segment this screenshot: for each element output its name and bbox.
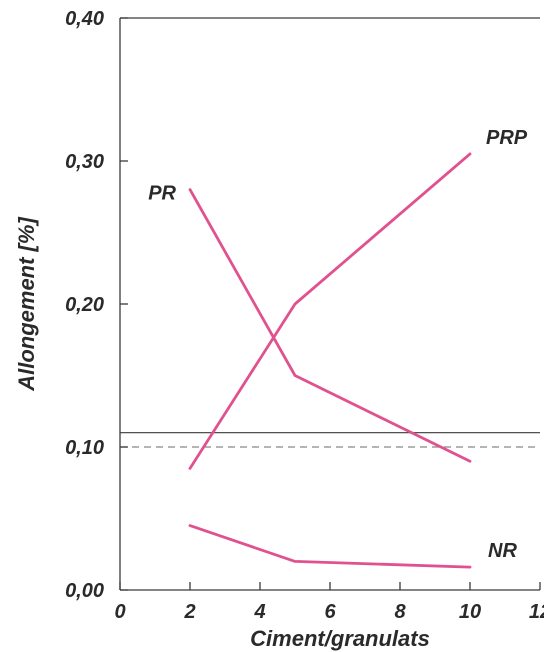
series-line-nr xyxy=(188,524,472,569)
x-tick-label: 2 xyxy=(183,601,195,623)
y-tick-label: 0,30 xyxy=(65,151,104,173)
series-label-pr: PR xyxy=(148,183,176,205)
y-axis-title: Allongement [%] xyxy=(14,217,39,392)
y-tick-label: 0,40 xyxy=(65,8,104,30)
x-tick-label: 12 xyxy=(529,601,544,623)
series-label-nr: NR xyxy=(488,540,517,562)
series-label-prp: PRP xyxy=(486,127,528,149)
y-tick-label: 0,20 xyxy=(65,294,104,316)
x-tick-label: 8 xyxy=(394,601,406,623)
y-tick-label: 0,10 xyxy=(65,437,104,459)
x-tick-label: 10 xyxy=(459,601,481,623)
x-tick-label: 0 xyxy=(114,601,125,623)
series-line-pr xyxy=(188,188,472,463)
series-line-prp xyxy=(188,152,472,470)
y-tick-label: 0,00 xyxy=(65,580,104,602)
x-tick-label: 4 xyxy=(253,601,265,623)
x-axis-title: Ciment/granulats xyxy=(250,626,430,651)
x-tick-label: 6 xyxy=(324,601,336,623)
